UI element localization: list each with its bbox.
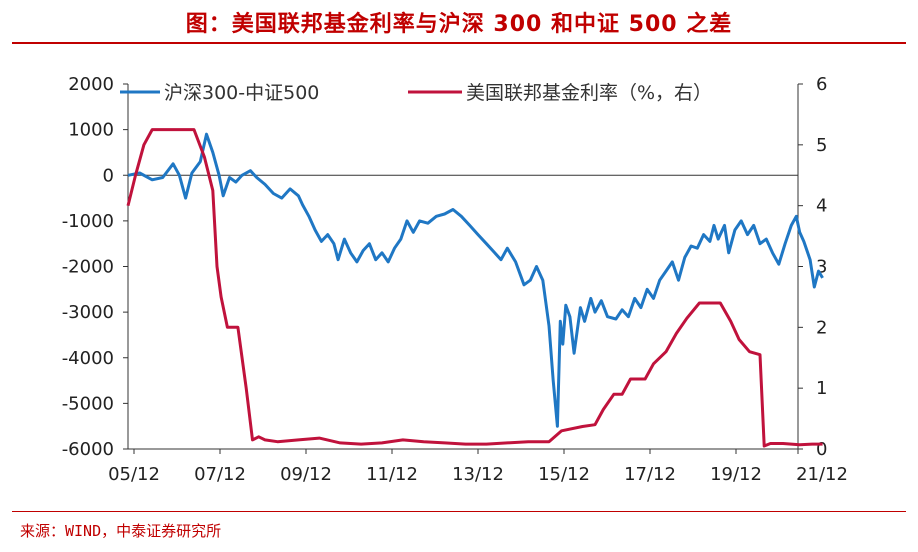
page-title: 图：美国联邦基金利率与沪深 300 和中证 500 之差 — [185, 12, 733, 37]
left-tick-label: -3000 — [62, 302, 114, 323]
left-tick-label: -1000 — [62, 211, 114, 232]
left-tick-label: -5000 — [62, 393, 114, 414]
left-tick-label: 1000 — [68, 120, 114, 141]
axes-layer: -6000 -5000 -4000 -3000 -2000 -1000 0 1000 2000 0… — [62, 74, 848, 485]
left-tick-label: 0 — [103, 165, 114, 186]
series-line-2 — [126, 128, 823, 448]
x-tick-label: 05/12 — [108, 464, 160, 485]
right-tick-label: 5 — [816, 135, 827, 156]
right-tick-label: 3 — [816, 257, 827, 278]
right-tick-label: 4 — [816, 196, 827, 217]
x-tick-label: 19/12 — [710, 464, 762, 485]
left-tick-label: -2000 — [62, 257, 114, 278]
source-note: 来源：WIND，中泰证券研究所 — [20, 522, 222, 540]
left-tick-label: 2000 — [68, 74, 114, 95]
right-tick-label: 0 — [816, 439, 827, 460]
source-divider — [12, 511, 906, 512]
legend-label-1: 沪深300-中证500 — [164, 82, 319, 104]
legend-label-2: 美国联邦基金利率（%，右） — [466, 82, 712, 104]
x-tick-label: 07/12 — [194, 464, 246, 485]
x-tick-label: 09/12 — [280, 464, 332, 485]
series-line-1 — [127, 132, 824, 428]
x-tick-label: 17/12 — [624, 464, 676, 485]
right-tick-label: 1 — [816, 378, 827, 399]
left-tick-label: -4000 — [62, 348, 114, 369]
x-tick-label: 21/12 — [796, 464, 848, 485]
series-layer — [126, 128, 824, 448]
legend: 沪深300-中证500 美国联邦基金利率（%，右） — [120, 82, 712, 104]
right-tick-label: 2 — [816, 317, 827, 338]
title-divider — [12, 42, 906, 44]
right-tick-label: 6 — [816, 74, 827, 95]
x-tick-label: 11/12 — [366, 464, 418, 485]
x-tick-label: 15/12 — [538, 464, 590, 485]
x-tick-label: 13/12 — [452, 464, 504, 485]
left-tick-label: -6000 — [62, 439, 114, 460]
